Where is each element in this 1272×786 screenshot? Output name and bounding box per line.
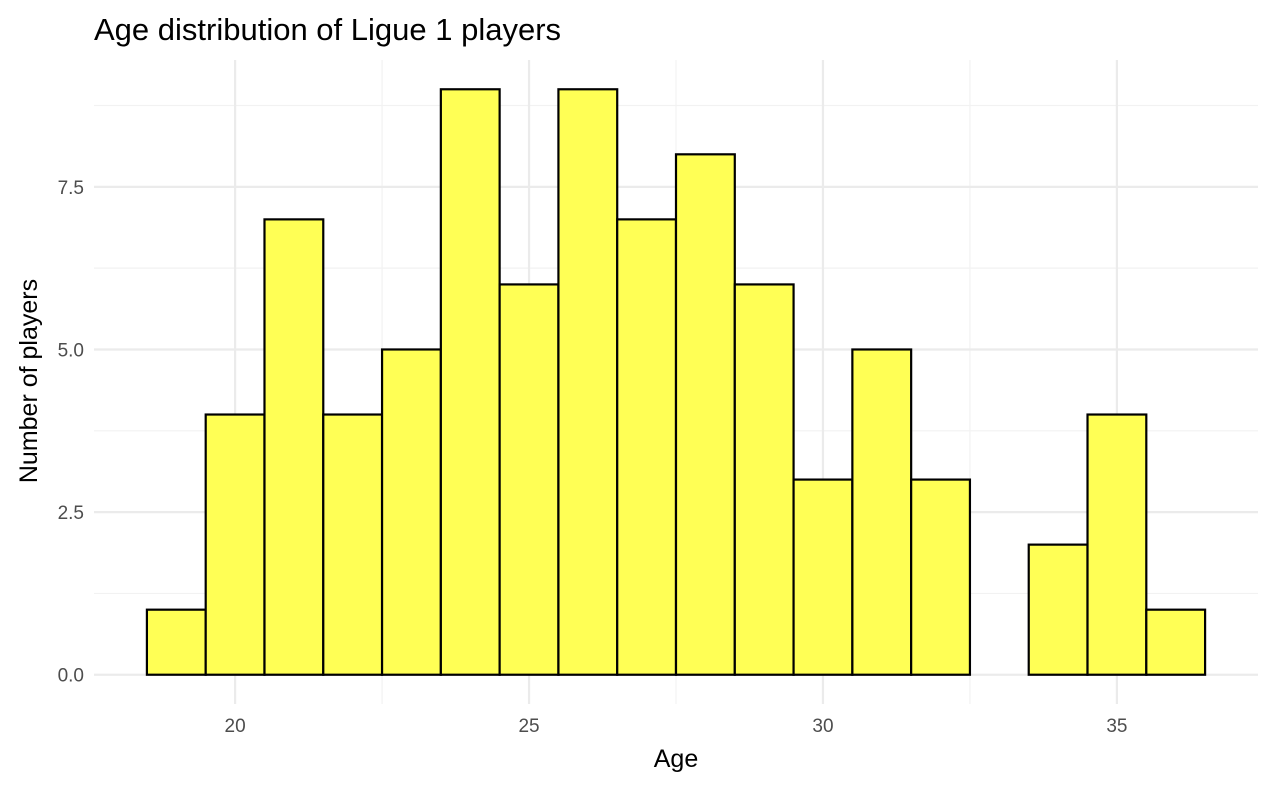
x-axis-ticks: 20 25 30 35 [225, 716, 1128, 737]
x-axis-title: Age [654, 745, 698, 773]
histogram-bar-34 [1027, 543, 1089, 676]
histogram-bar-29 [733, 283, 795, 676]
histogram-bar-19 [145, 608, 207, 676]
histogram-bar-22 [322, 413, 384, 676]
histogram-bar-31 [851, 348, 913, 676]
y-tick-label: 5.0 [58, 340, 84, 361]
histogram-bar-26 [557, 88, 619, 676]
histogram-bar-35 [1086, 413, 1148, 676]
chart-title: Age distribution of Ligue 1 players [94, 12, 561, 47]
histogram-bars [145, 88, 1207, 676]
histogram-bar-30 [792, 478, 854, 676]
y-tick-label: 7.5 [58, 178, 84, 199]
histogram-bar-25 [498, 283, 560, 676]
x-tick-label: 20 [225, 716, 246, 737]
histogram-bar-27 [616, 218, 678, 676]
histogram-bar-24 [439, 88, 501, 676]
histogram-bar-20 [204, 413, 266, 676]
histogram-bar-32 [910, 478, 972, 676]
y-axis-title: Number of players [15, 279, 43, 483]
histogram-bar-28 [674, 153, 736, 676]
y-axis-ticks: 0.0 2.5 5.0 7.5 [58, 178, 84, 687]
y-tick-label: 0.0 [58, 666, 84, 687]
x-tick-label: 25 [518, 716, 539, 737]
histogram-bar-23 [380, 348, 442, 676]
histogram-bar-36 [1145, 608, 1207, 676]
histogram-bar-21 [263, 218, 325, 676]
x-tick-label: 35 [1106, 716, 1127, 737]
x-tick-label: 30 [812, 716, 833, 737]
y-tick-label: 2.5 [58, 503, 84, 524]
